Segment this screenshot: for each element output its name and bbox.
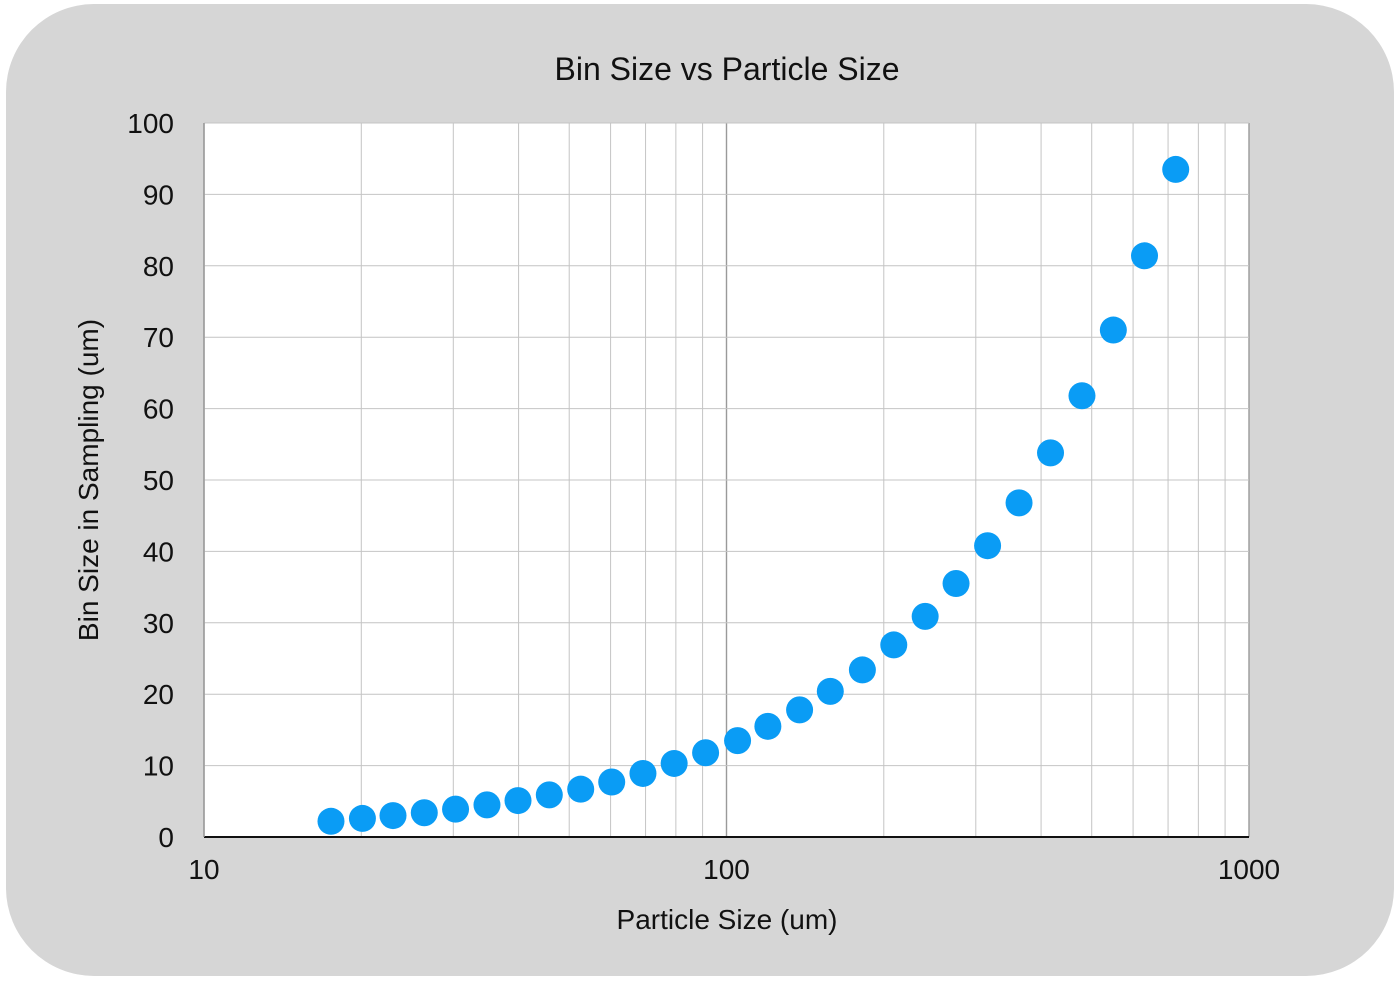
data-point (598, 768, 626, 796)
y-axis-label: Bin Size in Sampling (um) (73, 319, 104, 641)
data-points (317, 155, 1190, 835)
data-point (786, 696, 814, 724)
x-tick-label: 100 (703, 854, 750, 885)
data-point (1005, 489, 1033, 517)
data-point (535, 781, 563, 809)
data-point (567, 775, 595, 803)
x-tick-label: 1000 (1218, 854, 1280, 885)
chart-title: Bin Size vs Particle Size (554, 51, 899, 87)
y-tick-label: 90 (143, 179, 174, 210)
y-tick-label: 40 (143, 536, 174, 567)
y-tick-label: 60 (143, 394, 174, 425)
x-tick-label: 10 (188, 854, 219, 885)
data-point (442, 795, 470, 823)
data-point (911, 602, 939, 630)
data-point (379, 802, 407, 830)
data-point (473, 791, 501, 819)
y-tick-label: 0 (158, 822, 174, 853)
data-point (629, 759, 657, 787)
data-point (724, 727, 752, 755)
data-point (942, 570, 970, 598)
y-tick-label: 10 (143, 751, 174, 782)
x-tick-labels: 10 100 1000 (188, 854, 1280, 885)
data-point (754, 712, 782, 740)
data-point (816, 677, 844, 705)
y-tick-label: 50 (143, 465, 174, 496)
y-tick-label: 80 (143, 251, 174, 282)
axes (203, 123, 1249, 838)
x-axis-label: Particle Size (um) (617, 904, 838, 935)
grid-lines (203, 122, 1250, 837)
y-tick-label: 20 (143, 679, 174, 710)
data-point (1099, 316, 1127, 344)
data-point (660, 749, 688, 777)
data-point (848, 656, 876, 684)
y-tick-label: 30 (143, 608, 174, 639)
data-point (880, 631, 908, 659)
y-tick-labels: 0 10 20 30 40 50 60 70 80 90 100 (127, 108, 174, 853)
data-point (974, 532, 1002, 560)
y-tick-label: 70 (143, 322, 174, 353)
data-point (348, 804, 376, 832)
data-point (504, 787, 532, 815)
data-point (1037, 439, 1065, 467)
data-point (317, 807, 345, 835)
y-tick-label: 100 (127, 108, 174, 139)
data-point (1131, 242, 1159, 270)
data-point (410, 799, 438, 827)
data-point (1162, 155, 1190, 183)
data-point (692, 739, 720, 767)
data-point (1068, 382, 1096, 410)
